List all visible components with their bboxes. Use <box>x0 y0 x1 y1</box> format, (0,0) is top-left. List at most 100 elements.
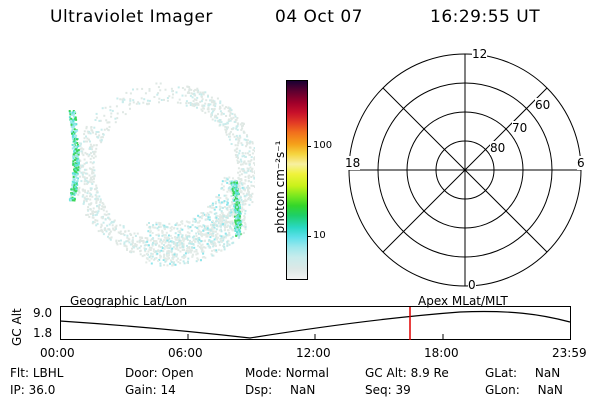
aurora-pixel <box>94 219 97 222</box>
aurora-pixel <box>236 226 239 229</box>
aurora-pixel <box>211 227 214 230</box>
aurora-pixel <box>203 246 205 249</box>
aurora-pixel <box>157 233 160 236</box>
aurora-pixel <box>254 163 255 166</box>
aurora-pixel <box>171 257 174 259</box>
aurora-pixel <box>215 220 217 223</box>
aurora-pixel <box>101 231 104 234</box>
aurora-pixel <box>239 180 242 183</box>
aurora-pixel <box>213 207 216 209</box>
aurora-pixel <box>234 230 237 232</box>
aurora-pixel <box>220 210 223 213</box>
aurora-pixel <box>92 131 94 134</box>
aurora-pixel <box>214 105 217 108</box>
aurora-pixel <box>246 186 249 189</box>
aurora-pixel <box>193 235 195 238</box>
aurora-pixel <box>126 247 129 250</box>
aurora-pixel <box>234 219 237 222</box>
status-glon: GLon: NaN <box>485 383 563 397</box>
aurora-pixel <box>109 109 112 112</box>
aurora-pixel <box>136 240 139 243</box>
aurora-pixel <box>196 87 199 90</box>
mlt-label-0: 0 <box>468 278 476 292</box>
aurora-pixel <box>78 170 81 173</box>
altitude-curve <box>60 310 571 339</box>
aurora-pixel <box>207 216 210 219</box>
aurora-pixel <box>163 228 166 231</box>
aurora-pixel <box>82 148 85 151</box>
ip-value: 36.0 <box>28 383 56 397</box>
aurora-pixel <box>146 223 148 226</box>
aurora-pixel <box>163 239 166 242</box>
aurora-pixel <box>73 137 76 140</box>
aurora-pixel <box>195 235 198 237</box>
aurora-pixel <box>194 220 197 223</box>
aurora-pixel <box>247 168 250 170</box>
aurora-pixel <box>154 250 157 253</box>
aurora-pixel <box>77 160 80 162</box>
aurora-pixel <box>236 154 239 157</box>
aurora-pixel <box>83 180 86 183</box>
aurora-pixel <box>237 157 239 159</box>
aurora-pixel <box>96 219 99 222</box>
aurora-pixel <box>145 248 148 250</box>
aurora-pixel <box>230 222 233 225</box>
aurora-pixel <box>187 225 190 228</box>
aurora-pixel <box>226 203 228 206</box>
aurora-pixel <box>157 259 160 262</box>
aurora-pixel <box>233 204 236 207</box>
aurora-pixel <box>232 116 235 119</box>
aurora-pixel <box>231 128 234 131</box>
aurora-pixel <box>209 206 212 209</box>
aurora-pixel <box>175 255 178 258</box>
aurora-pixel <box>197 241 200 244</box>
aurora-pixel <box>232 133 235 136</box>
aurora-pixel <box>171 247 174 250</box>
aurora-pixel <box>232 192 235 195</box>
aurora-pixel <box>161 246 163 248</box>
aurora-pixel <box>228 176 231 179</box>
aurora-pixel <box>179 232 182 235</box>
aurora-pixel <box>170 251 173 254</box>
aurora-pixel <box>182 240 185 243</box>
xtick-12: 12:00 <box>296 346 331 360</box>
aurora-pixel <box>151 232 154 234</box>
aurora-pixel <box>252 174 255 177</box>
aurora-pixel <box>71 136 74 139</box>
aurora-pixel <box>247 198 250 201</box>
aurora-pixel <box>183 248 186 251</box>
aurora-pixel <box>112 228 115 231</box>
aurora-pixel <box>148 225 151 228</box>
aurora-pixel <box>75 173 78 176</box>
aurora-pixel <box>172 240 175 243</box>
aurora-pixel <box>69 113 72 116</box>
aurora-pixel <box>199 100 202 103</box>
aurora-pixel <box>236 207 239 210</box>
aurora-pixel <box>212 241 215 243</box>
aurora-pixel <box>234 220 237 223</box>
aurora-pixel <box>212 230 215 233</box>
aurora-pixel <box>219 238 222 241</box>
aurora-pixel <box>177 244 180 247</box>
aurora-pixel <box>236 198 239 200</box>
aurora-pixel <box>240 163 242 166</box>
aurora-pixel <box>73 193 76 196</box>
aurora-pixel <box>189 94 192 97</box>
aurora-pixel <box>241 152 244 155</box>
aurora-pixel <box>99 200 102 203</box>
aurora-pixel <box>74 137 77 139</box>
aurora-pixel <box>209 246 211 249</box>
aurora-pixel <box>156 252 159 255</box>
aurora-pixel <box>87 181 89 184</box>
aurora-pixel <box>191 254 194 257</box>
aurora-pixel <box>123 241 126 244</box>
aurora-pixel <box>241 143 244 146</box>
aurora-pixel <box>97 198 99 201</box>
aurora-pixel <box>222 224 225 227</box>
aurora-pixel <box>174 242 177 245</box>
aurora-pixel <box>230 210 233 212</box>
aurora-pixel <box>168 95 171 98</box>
aurora-pixel <box>72 191 75 194</box>
aurora-pixel <box>91 222 94 225</box>
aurora-pixel <box>239 170 242 173</box>
